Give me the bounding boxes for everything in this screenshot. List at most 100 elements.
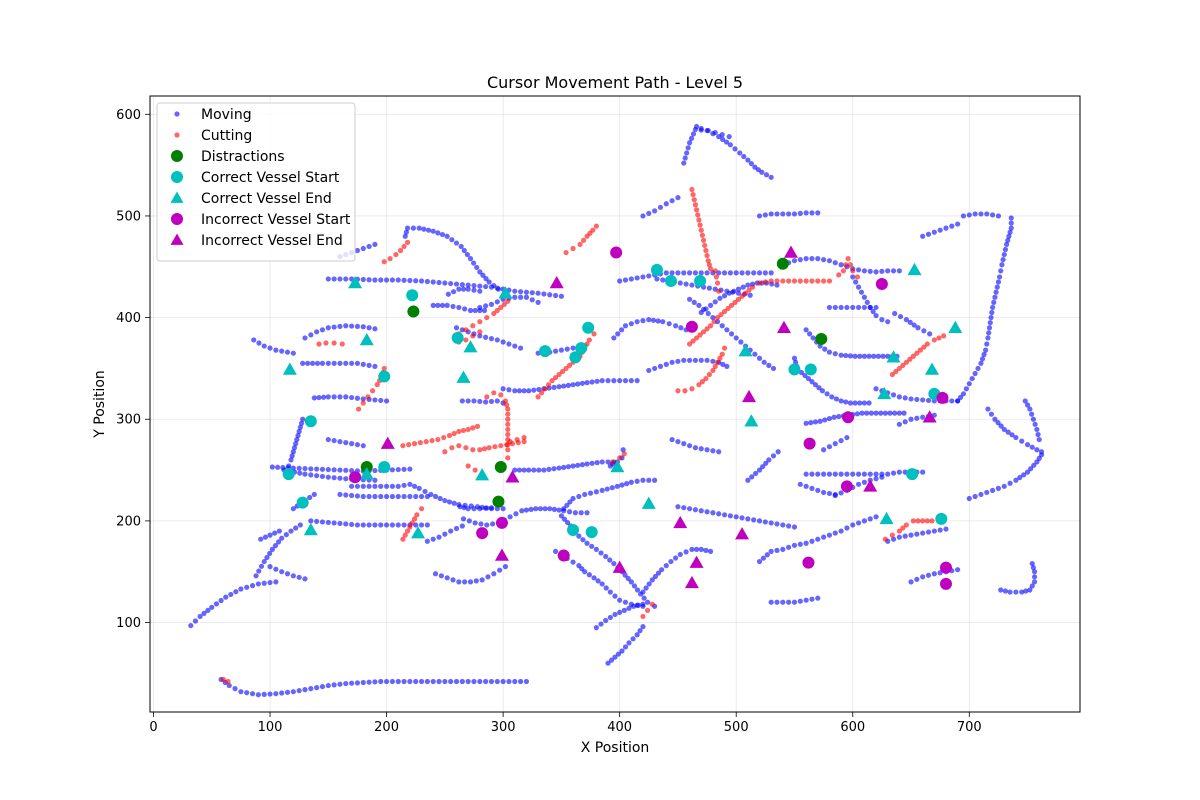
moving-point: [1007, 229, 1013, 235]
moving-point: [461, 505, 467, 511]
moving-point: [372, 241, 378, 248]
moving-point: [314, 466, 320, 472]
moving-point: [552, 292, 559, 299]
moving-point: [833, 396, 840, 402]
cutting-point: [591, 331, 597, 337]
moving-point: [529, 290, 535, 296]
moving-point: [556, 507, 562, 513]
moving-point: [1029, 411, 1035, 417]
cutting-point: [404, 528, 411, 534]
cutting-point: [387, 256, 393, 262]
cutting-point: [712, 268, 718, 274]
cutting-point: [498, 392, 504, 398]
moving-point: [763, 460, 769, 466]
cutting-point: [505, 455, 511, 461]
incorrect-vessel-start-point: [939, 561, 952, 574]
moving-point: [556, 384, 562, 390]
moving-point: [488, 678, 495, 685]
moving-point: [844, 304, 850, 311]
moving-point: [249, 691, 256, 697]
moving-point: [570, 382, 576, 388]
moving-point: [233, 589, 239, 595]
cutting-point: [563, 365, 569, 372]
cutting-point: [803, 278, 809, 284]
legend-marker-correct-vessel-end: [170, 191, 184, 203]
moving-point: [483, 276, 489, 282]
moving-point: [319, 473, 326, 480]
moving-point: [703, 547, 709, 553]
moving-point: [920, 469, 926, 475]
moving-point: [354, 395, 361, 401]
moving-point: [506, 387, 512, 393]
moving-point: [244, 690, 250, 696]
moving-point: [931, 571, 937, 577]
moving-point: [871, 353, 877, 359]
cutting-point: [505, 411, 511, 417]
moving-point: [915, 325, 921, 331]
moving-point: [875, 353, 881, 359]
cutting-point: [369, 388, 376, 394]
moving-point: [1000, 257, 1006, 263]
moving-point: [467, 256, 474, 262]
moving-point: [791, 524, 798, 530]
moving-point: [809, 485, 815, 491]
correct-vessel-end-point: [456, 370, 471, 383]
moving-point: [791, 211, 798, 217]
x-tick-label: 600: [840, 720, 865, 735]
moving-point: [1021, 472, 1027, 478]
moving-point: [512, 343, 518, 349]
moving-point: [290, 350, 296, 356]
distractions-point: [776, 257, 789, 270]
moving-point: [337, 681, 343, 687]
cutting-point: [381, 365, 387, 372]
correct-vessel-start-point: [296, 496, 309, 509]
cutting-point: [463, 327, 469, 333]
moving-point: [570, 495, 576, 502]
moving-point: [314, 473, 320, 479]
cutting-point: [429, 437, 435, 444]
moving-point: [812, 382, 819, 388]
moving-point: [422, 488, 428, 495]
correct-vessel-end-point: [738, 344, 753, 357]
moving-point: [407, 493, 413, 500]
moving-point: [995, 213, 1002, 219]
moving-point: [1029, 560, 1035, 567]
moving-point: [325, 682, 331, 689]
moving-point: [453, 281, 460, 287]
cutting-point: [470, 323, 476, 329]
incorrect-vessel-start-point: [495, 516, 508, 529]
moving-point: [360, 396, 366, 402]
moving-point: [570, 463, 576, 469]
correct-vessel-end-point: [282, 362, 297, 375]
moving-point: [809, 538, 815, 544]
moving-point: [580, 537, 586, 543]
moving-point: [311, 395, 317, 401]
cutting-point: [693, 335, 700, 341]
correct-vessel-end-point: [348, 276, 363, 289]
moving-point: [879, 268, 885, 274]
correct-vessel-end-point: [610, 460, 625, 473]
moving-point: [927, 331, 933, 337]
cutting-point: [400, 443, 406, 449]
cutting-point: [924, 341, 930, 347]
moving-point: [467, 307, 474, 314]
moving-point: [1023, 588, 1029, 594]
moving-point: [751, 517, 757, 523]
moving-point: [957, 394, 964, 400]
moving-point: [192, 618, 199, 624]
cutting-point: [739, 293, 745, 299]
moving-point: [987, 320, 993, 326]
moving-point: [1024, 442, 1031, 448]
moving-point: [890, 536, 897, 542]
moving-point: [473, 578, 479, 584]
cutting-point: [502, 398, 509, 404]
moving-point: [689, 546, 695, 552]
moving-point: [444, 302, 450, 308]
moving-point: [803, 327, 809, 333]
moving-point: [453, 678, 460, 685]
moving-point: [1017, 474, 1023, 481]
moving-point: [457, 504, 463, 510]
moving-point: [445, 291, 451, 297]
moving-point: [705, 310, 711, 317]
moving-point: [305, 360, 311, 366]
